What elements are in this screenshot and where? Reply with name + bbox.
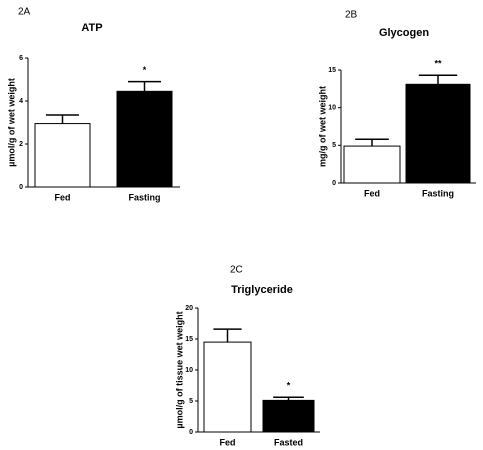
significance-label: * xyxy=(287,381,291,391)
y-axis-label: µmol/g of wet weight xyxy=(6,78,16,167)
y-tick-label: 0 xyxy=(332,180,336,187)
bar xyxy=(405,83,471,184)
bar xyxy=(34,123,91,188)
bar xyxy=(343,145,401,184)
bar xyxy=(116,90,173,188)
x-tick-label: Fasting xyxy=(422,188,454,198)
y-tick-label: 2 xyxy=(19,141,23,148)
bar xyxy=(203,341,252,433)
y-tick-label: 0 xyxy=(189,429,193,436)
y-tick-label: 0 xyxy=(19,184,23,191)
x-tick-label: Fed xyxy=(219,437,235,447)
x-tick-label: Fasted xyxy=(274,437,303,447)
significance-label: * xyxy=(143,65,147,75)
y-tick-label: 15 xyxy=(185,336,193,343)
y-tick-label: 5 xyxy=(189,398,193,405)
y-tick-label: 10 xyxy=(328,105,336,112)
x-tick-label: Fed xyxy=(54,192,70,202)
chart-title: ATP xyxy=(81,22,102,34)
y-tick-label: 6 xyxy=(19,55,23,62)
panel-label: 2C xyxy=(230,265,243,276)
chart-title: Glycogen xyxy=(379,27,429,39)
y-axis-label: mg/g of wet weight xyxy=(317,86,327,167)
y-axis-label: µmol/g of tissue wet weight xyxy=(174,311,184,428)
y-tick-label: 4 xyxy=(19,98,23,105)
panel-label: 2A xyxy=(18,7,31,18)
significance-label: ** xyxy=(434,59,442,69)
panel-label: 2B xyxy=(345,10,358,21)
y-tick-label: 5 xyxy=(332,142,336,149)
bar xyxy=(262,399,315,433)
y-tick-label: 15 xyxy=(328,67,336,74)
y-tick-label: 20 xyxy=(185,305,193,312)
chart-title: Triglyceride xyxy=(231,284,293,296)
x-tick-label: Fasting xyxy=(128,192,160,202)
x-tick-label: Fed xyxy=(364,188,380,198)
y-tick-label: 10 xyxy=(185,367,193,374)
